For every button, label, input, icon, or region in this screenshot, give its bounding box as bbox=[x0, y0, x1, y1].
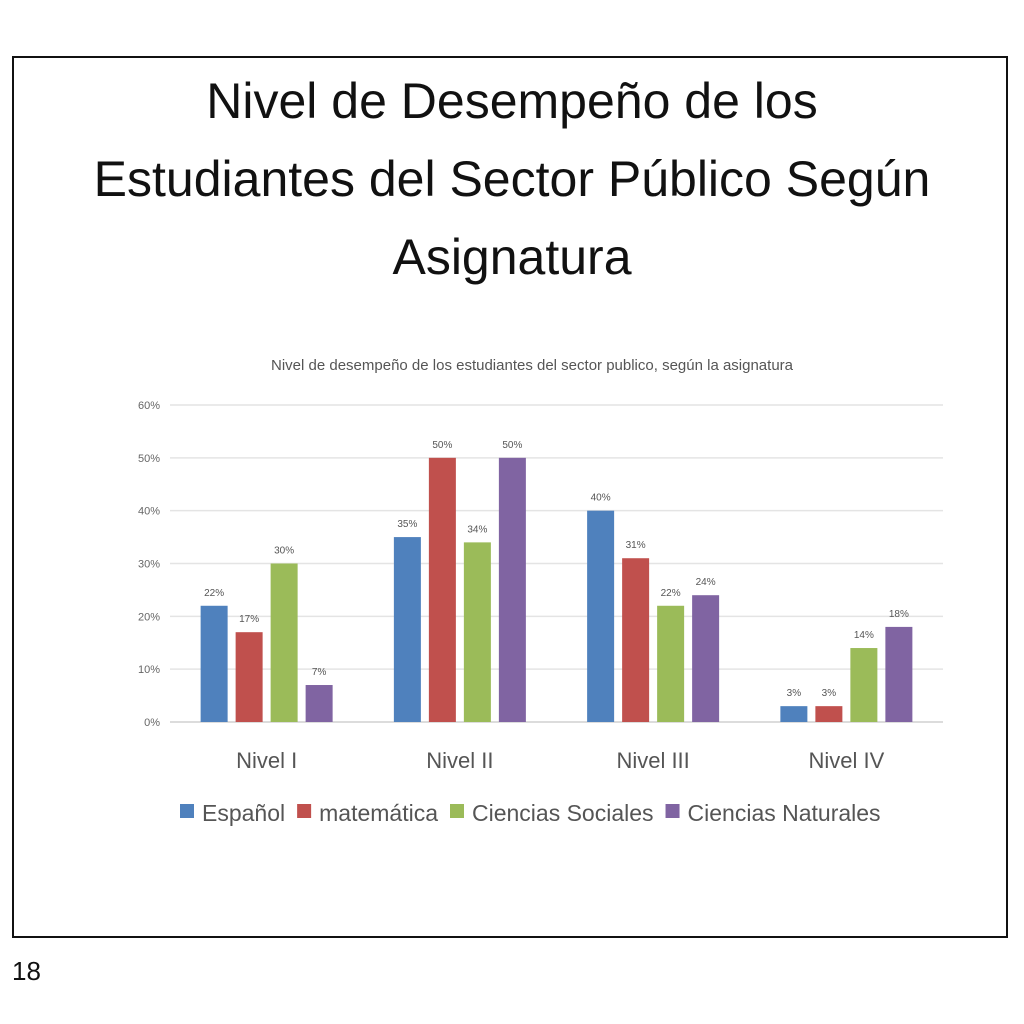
legend-swatch bbox=[665, 804, 680, 818]
y-tick-label: 10% bbox=[138, 664, 160, 676]
bar bbox=[657, 605, 685, 722]
data-label: 17% bbox=[239, 614, 259, 625]
data-label: 22% bbox=[204, 588, 224, 599]
legend-swatch bbox=[297, 804, 312, 818]
data-label: 22% bbox=[661, 588, 681, 599]
legend-label: Español bbox=[202, 800, 285, 826]
bar bbox=[587, 510, 615, 722]
x-tick-label: Nivel IV bbox=[808, 748, 884, 773]
x-tick-label: Nivel I bbox=[236, 748, 297, 773]
bar bbox=[885, 626, 913, 722]
bar bbox=[463, 542, 491, 722]
data-label: 31% bbox=[626, 540, 646, 551]
bar bbox=[622, 558, 650, 722]
y-tick-label: 20% bbox=[138, 611, 160, 623]
legend-label: Ciencias Sociales bbox=[472, 800, 654, 826]
y-tick-label: 50% bbox=[138, 453, 160, 465]
bar bbox=[692, 595, 720, 722]
legend-label: Ciencias Naturales bbox=[688, 800, 881, 826]
bar bbox=[270, 563, 298, 722]
page-number: 18 bbox=[12, 956, 41, 986]
y-tick-label: 0% bbox=[144, 717, 160, 729]
bar bbox=[200, 605, 228, 722]
title-line: Nivel de Desempeño de los bbox=[206, 73, 818, 129]
legend-swatch bbox=[180, 804, 194, 818]
data-label: 14% bbox=[854, 630, 874, 641]
bar bbox=[235, 632, 263, 722]
data-label: 3% bbox=[822, 688, 837, 699]
bar bbox=[780, 706, 808, 722]
data-label: 3% bbox=[787, 688, 802, 699]
chart-title: Nivel de desempeño de los estudiantes de… bbox=[271, 357, 794, 374]
x-tick-label: Nivel II bbox=[426, 748, 493, 773]
bar bbox=[428, 457, 456, 722]
title-line: Estudiantes del Sector Público Según bbox=[93, 151, 931, 207]
data-label: 7% bbox=[312, 667, 327, 678]
slide-frame bbox=[12, 56, 1008, 938]
legend-label: matemática bbox=[319, 800, 438, 826]
bar bbox=[815, 706, 843, 722]
bar bbox=[850, 648, 878, 722]
legend-swatch bbox=[450, 804, 464, 818]
bar bbox=[305, 685, 333, 722]
y-tick-label: 40% bbox=[138, 506, 160, 518]
data-label: 50% bbox=[432, 440, 452, 451]
data-label: 24% bbox=[696, 577, 716, 588]
y-tick-label: 60% bbox=[138, 400, 160, 412]
bar bbox=[393, 537, 421, 722]
bar bbox=[498, 457, 526, 722]
x-tick-label: Nivel III bbox=[616, 748, 689, 773]
data-label: 50% bbox=[502, 440, 522, 451]
data-label: 18% bbox=[889, 609, 909, 620]
title-line: Asignatura bbox=[392, 229, 632, 285]
y-tick-label: 30% bbox=[138, 559, 160, 571]
data-label: 30% bbox=[274, 546, 294, 557]
data-label: 34% bbox=[467, 524, 487, 535]
slide-title: Nivel de Desempeño de los Estudiantes de… bbox=[0, 62, 1024, 296]
data-label: 35% bbox=[397, 519, 417, 530]
data-label: 40% bbox=[591, 493, 611, 504]
